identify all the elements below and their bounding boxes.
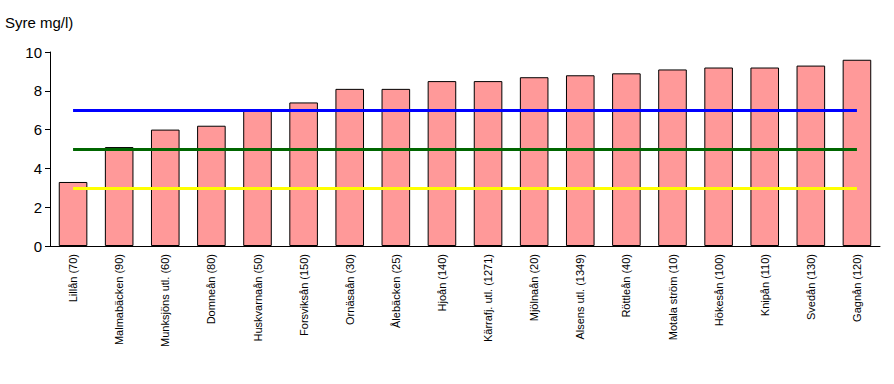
svg-text:Huskvarnaån (50): Huskvarnaån (50) [252,254,264,341]
svg-text:Hjoån (140): Hjoån (140) [436,254,448,311]
svg-text:Motala ström (10): Motala ström (10) [667,254,679,340]
svg-text:Hökesån (100): Hökesån (100) [713,254,725,326]
svg-text:Gagnån (120): Gagnån (120) [851,254,863,322]
svg-text:Syre mg/l): Syre mg/l) [5,14,73,31]
svg-text:Munksjöns utl. (60): Munksjöns utl. (60) [159,254,171,347]
svg-text:Kärrafj. utl. (1271): Kärrafj. utl. (1271) [482,254,494,342]
svg-text:Forsviksån (150): Forsviksån (150) [298,254,310,336]
svg-text:Ornäsaån (30): Ornäsaån (30) [344,254,356,325]
svg-text:2: 2 [34,199,42,216]
svg-text:Knipån (110): Knipån (110) [759,254,771,316]
svg-text:Alsens utl. (1349): Alsens utl. (1349) [574,254,586,340]
svg-text:10: 10 [25,44,42,61]
svg-text:0: 0 [34,238,42,255]
svg-text:4: 4 [34,160,42,177]
svg-text:Svedån (130): Svedån (130) [805,254,817,320]
svg-text:Mjölnaån (20): Mjölnaån (20) [528,254,540,321]
svg-text:6: 6 [34,121,42,138]
svg-text:Domneån (80): Domneån (80) [205,254,217,324]
svg-text:Lillån (70): Lillån (70) [67,254,79,302]
svg-text:8: 8 [34,82,42,99]
svg-text:Malmabäcken (90): Malmabäcken (90) [113,254,125,345]
svg-text:Ålebäcken (25): Ålebäcken (25) [390,254,402,328]
svg-text:Röttleån (40): Röttleån (40) [620,254,632,318]
